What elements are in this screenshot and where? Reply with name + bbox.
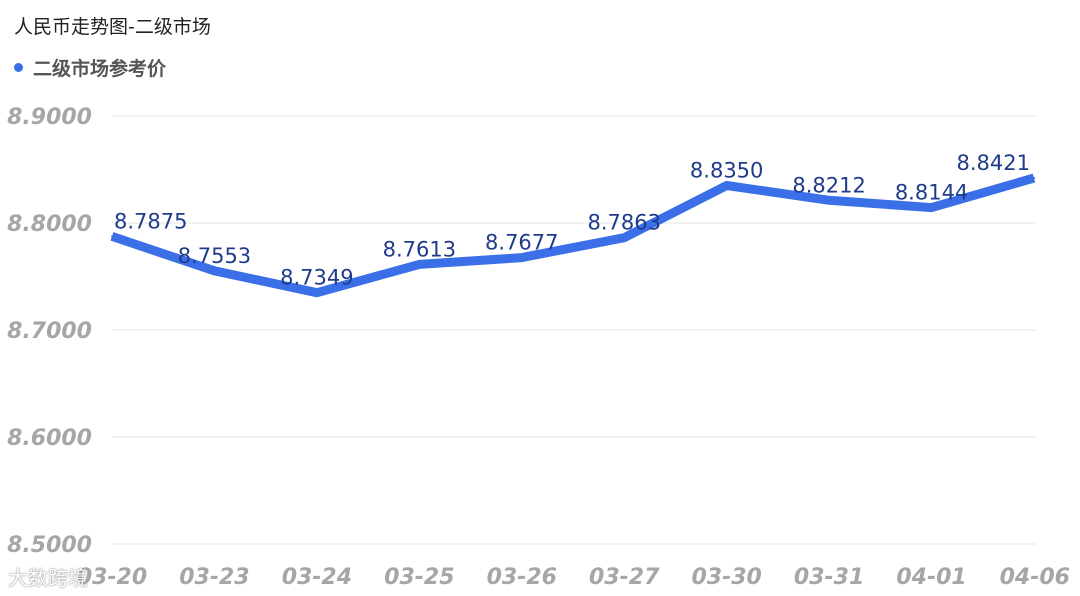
data-label: 8.8144 [895, 181, 968, 205]
data-label: 8.7349 [280, 266, 353, 290]
data-label: 8.7677 [485, 231, 558, 255]
data-point[interactable] [315, 291, 318, 294]
y-tick-label: 8.9000 [7, 105, 92, 130]
watermark-text: 大数跨境 [8, 566, 88, 590]
series-line[interactable] [110, 173, 1036, 298]
data-labels: 8.7875 8.7553 8.7349 8.7613 8.7677 8.7863 8.83… [111, 151, 1035, 294]
x-tick-label: 03-20 [77, 565, 147, 590]
x-tick-label: 03-26 [487, 565, 557, 590]
y-axis-ticks: 8.9000 8.8000 8.7000 8.6000 8.5000 [7, 105, 92, 558]
data-label: 8.7875 [114, 209, 187, 233]
x-tick-label: 03-24 [282, 565, 352, 590]
x-tick-label: 03-27 [589, 565, 660, 590]
data-point[interactable] [725, 184, 728, 187]
x-tick-label: 03-25 [384, 565, 454, 590]
x-tick-label: 03-30 [691, 565, 761, 590]
chart-title: 人民币走势图-二级市场 [14, 16, 211, 38]
x-tick-label: 03-23 [179, 565, 249, 590]
legend-marker-icon [14, 63, 23, 72]
data-point[interactable] [111, 235, 113, 238]
y-tick-label: 8.5000 [7, 533, 92, 558]
data-point[interactable] [1033, 176, 1035, 179]
x-axis-ticks: 03-20 03-23 03-24 03-25 03-26 03-27 03-30 03-31… [77, 565, 1070, 590]
data-point[interactable] [623, 236, 626, 239]
y-tick-label: 8.8000 [7, 212, 92, 237]
data-label: 8.8212 [792, 173, 865, 197]
data-point[interactable] [930, 206, 933, 209]
watermark: 大数跨境 [8, 562, 88, 591]
data-point[interactable] [520, 256, 523, 259]
x-tick-label: 04-06 [1000, 565, 1070, 590]
legend-label: 二级市场参考价 [33, 58, 167, 80]
y-tick-label: 8.7000 [7, 319, 92, 344]
data-label: 8.8421 [957, 151, 1030, 175]
data-label: 8.7863 [587, 211, 660, 235]
data-point[interactable] [828, 199, 831, 202]
y-tick-label: 8.6000 [7, 426, 92, 451]
x-tick-label: 03-31 [794, 565, 864, 590]
gridlines [112, 115, 1036, 545]
data-label: 8.7553 [178, 244, 251, 268]
data-label: 8.7613 [383, 237, 456, 261]
legend[interactable]: 二级市场参考价 [14, 54, 166, 81]
data-point[interactable] [213, 269, 216, 272]
data-point[interactable] [418, 263, 421, 266]
x-tick-label: 04-01 [896, 565, 966, 590]
data-label: 8.8350 [690, 159, 763, 183]
